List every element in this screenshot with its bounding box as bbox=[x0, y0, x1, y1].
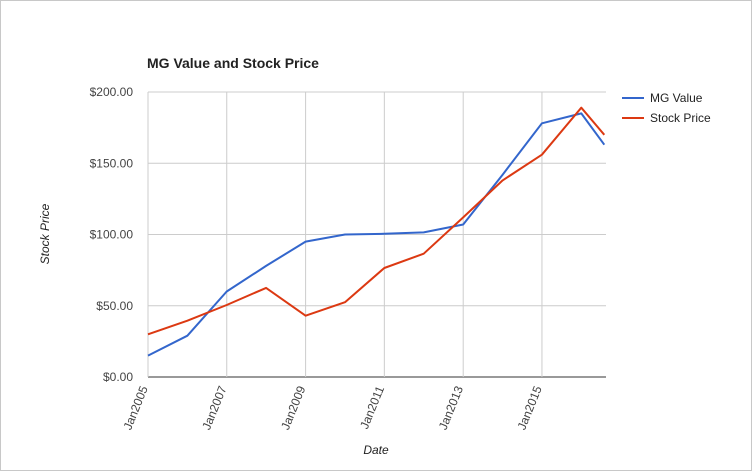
x-tick-label: Jan2009 bbox=[278, 384, 308, 432]
y-tick-label: $200.00 bbox=[90, 85, 134, 99]
y-axis: $0.00 $50.00 $100.00 $150.00 $200.00 bbox=[90, 85, 134, 384]
series-line-mg-value bbox=[147, 112, 606, 357]
series-line-stock-price bbox=[147, 106, 606, 336]
legend-label: Stock Price bbox=[650, 111, 711, 125]
x-tick-label: Jan2011 bbox=[357, 384, 387, 431]
x-axis: Jan2005 Jan2007 Jan2009 Jan2011 Jan2013 Jan20… bbox=[121, 384, 545, 432]
legend-label: MG Value bbox=[650, 91, 703, 105]
y-tick-label: $150.00 bbox=[90, 156, 134, 170]
x-tick-label: Jan2007 bbox=[199, 384, 229, 432]
chart-title: MG Value and Stock Price bbox=[147, 55, 319, 71]
x-tick-label: Jan2015 bbox=[514, 384, 544, 432]
x-tick-label: Jan2013 bbox=[436, 384, 466, 432]
x-tick-label: Jan2005 bbox=[121, 384, 151, 432]
legend: MG Value Stock Price bbox=[622, 91, 711, 125]
y-tick-label: $50.00 bbox=[96, 299, 133, 313]
y-tick-label: $0.00 bbox=[103, 370, 133, 384]
series-lines bbox=[147, 106, 606, 357]
y-tick-label: $100.00 bbox=[90, 228, 134, 242]
x-axis-label: Date bbox=[363, 443, 389, 457]
y-axis-label: Stock Price bbox=[38, 203, 52, 264]
